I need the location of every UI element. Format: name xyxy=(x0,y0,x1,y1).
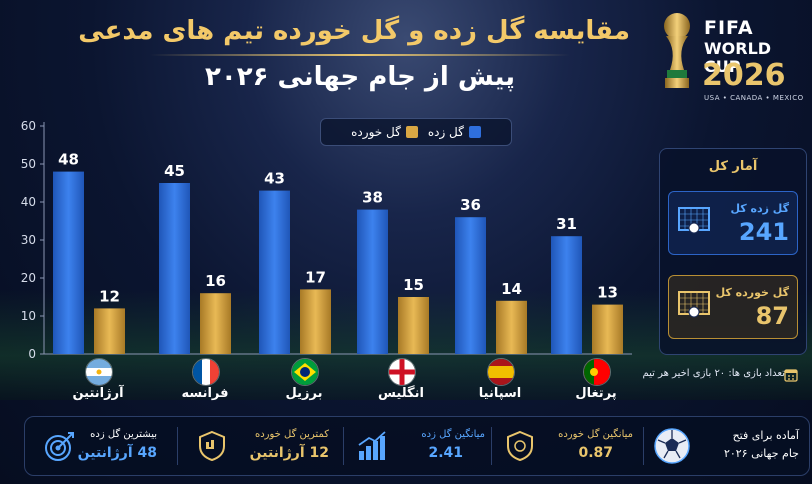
total-scored-value: 241 xyxy=(738,218,789,246)
football-icon xyxy=(654,428,690,464)
portugal-flag-icon xyxy=(583,358,611,386)
logo-year: 2026 xyxy=(702,58,786,93)
total-conceded-box: گل خورده کل 87 xyxy=(668,275,798,339)
y-tick-label: 0 xyxy=(28,347,36,360)
most-scored-label: بیشترین گل زده xyxy=(90,429,157,440)
data-label-conceded: 14 xyxy=(501,280,522,298)
total-conceded-value: 87 xyxy=(755,302,789,330)
logo-world-cup: WORLD CUP xyxy=(704,39,772,76)
footer-stats-bar: آماده برای فتح جام جهانی ۲۰۲۶ میانگین گل… xyxy=(24,416,810,476)
footer-ready: آماده برای فتح جام جهانی ۲۰۲۶ xyxy=(653,417,803,475)
avg-scored-value: 2.41 xyxy=(428,445,463,461)
data-label-scored: 43 xyxy=(264,170,285,188)
logo-hosts: USA • CANADA • MEXICO xyxy=(704,94,804,102)
footer-divider xyxy=(343,427,344,465)
least-conceded-value: 12 آرژانتین xyxy=(249,445,329,461)
data-label-scored: 38 xyxy=(362,189,383,207)
page-title: مقایسه گل زده و گل خورده تیم های مدعی xyxy=(78,16,630,46)
footer-divider xyxy=(643,427,644,465)
data-label-conceded: 12 xyxy=(99,287,120,305)
footer-least-conceded: کمترین گل خورده 12 آرژانتین xyxy=(195,417,329,475)
bar-scored xyxy=(159,183,190,354)
avg-conceded-label: میانگین گل خورده xyxy=(558,429,633,440)
total-scored-label: گل زده کل xyxy=(730,202,789,215)
footer-most-scored: بیشترین گل زده 48 آرژانتین xyxy=(43,417,157,475)
bar-conceded xyxy=(496,300,527,354)
legend-label-conceded: گل خورده xyxy=(351,125,401,139)
bar-scored xyxy=(357,209,388,354)
country-label-brazil: برزیل xyxy=(285,386,323,401)
ready-line1: آماده برای فتح xyxy=(732,429,799,442)
bar-conceded xyxy=(398,297,429,354)
bar-conceded xyxy=(94,308,125,354)
country-label-argentina: آرژانتین xyxy=(72,386,124,401)
footer-avg-conceded: میانگین گل خورده 0.87 xyxy=(503,417,633,475)
calendar-icon xyxy=(784,369,798,382)
brazil-flag-icon xyxy=(291,358,319,386)
total-conceded-label: گل خورده کل xyxy=(715,286,789,299)
gloves-shield-icon xyxy=(199,430,225,462)
legend-item-conceded: گل خورده xyxy=(351,125,418,139)
chart-legend: گل زده گل خورده xyxy=(320,118,512,146)
country-label-england: انگلیس xyxy=(378,386,424,401)
y-tick-label: 30 xyxy=(21,233,36,247)
bar-conceded xyxy=(200,293,231,354)
y-tick-label: 10 xyxy=(21,309,36,323)
england-flag-icon xyxy=(388,358,416,386)
trophy-icon xyxy=(664,13,690,88)
y-tick-label: 60 xyxy=(21,119,36,133)
footer-divider xyxy=(177,427,178,465)
footer-divider xyxy=(491,427,492,465)
data-label-conceded: 16 xyxy=(205,272,226,290)
y-tick-label: 40 xyxy=(21,195,36,209)
france-flag-icon xyxy=(192,358,220,386)
rising-bars-icon xyxy=(358,431,386,460)
least-conceded-label: کمترین گل خورده xyxy=(254,429,329,440)
data-label-scored: 45 xyxy=(164,162,185,180)
data-label-scored: 36 xyxy=(460,196,481,214)
spain-flag-icon xyxy=(487,358,515,386)
avg-conceded-value: 0.87 xyxy=(578,445,613,461)
logo-fifa: FIFA xyxy=(704,17,754,39)
total-scored-box: گل زده کل 241 xyxy=(668,191,798,255)
bar-conceded xyxy=(592,304,623,354)
goal-net-icon xyxy=(678,207,710,234)
shield-icon xyxy=(507,430,533,462)
title-divider xyxy=(150,54,570,56)
panel-title: آمار کل xyxy=(708,159,758,174)
data-label-scored: 48 xyxy=(58,151,79,169)
bar-scored xyxy=(259,190,290,354)
page-subtitle: پیش از جام جهانی ۲۰۲۶ xyxy=(205,62,515,92)
bar-scored xyxy=(455,217,486,354)
data-label-conceded: 17 xyxy=(305,268,326,286)
target-icon xyxy=(45,432,74,461)
bar-scored xyxy=(53,171,84,354)
data-label-conceded: 15 xyxy=(403,276,424,294)
total-stats-panel: آمار کل گل زده کل 241 گل خورده کل 87 xyxy=(659,148,807,355)
legend-item-scored: گل زده xyxy=(428,125,481,139)
footer-avg-scored: میانگین گل زده 2.41 xyxy=(355,417,485,475)
ready-line2: جام جهانی ۲۰۲۶ xyxy=(723,447,799,460)
bar-scored xyxy=(551,236,582,354)
bar-conceded xyxy=(300,289,331,354)
legend-swatch-scored xyxy=(468,126,481,138)
country-label-spain: اسپانیا xyxy=(478,386,522,401)
most-scored-value: 48 آرژانتین xyxy=(77,445,157,461)
bar-chart: 0 10 20 30 40 50 60 48 12 45 16 43 17 38 15 36 14 31 13 xyxy=(21,119,632,360)
data-label-scored: 31 xyxy=(556,215,577,233)
y-tick-label: 20 xyxy=(21,271,36,285)
matches-note: تعداد بازی ها: ۲۰ بازی اخیر هر تیم xyxy=(642,368,785,379)
world-cup-logo: FIFA WORLD CUP 2026 USA • CANADA • MEXIC… xyxy=(658,10,808,105)
country-label-portugal: پرتغال xyxy=(575,386,617,401)
y-tick-label: 50 xyxy=(21,157,36,171)
avg-scored-label: میانگین گل زده xyxy=(421,429,485,440)
country-label-france: فرانسه xyxy=(181,386,229,401)
legend-swatch-conceded xyxy=(405,126,418,138)
argentina-flag-icon xyxy=(85,358,113,386)
legend-label-scored: گل زده xyxy=(427,125,464,139)
data-label-conceded: 13 xyxy=(597,284,618,302)
goal-net-gold-icon xyxy=(678,291,710,318)
